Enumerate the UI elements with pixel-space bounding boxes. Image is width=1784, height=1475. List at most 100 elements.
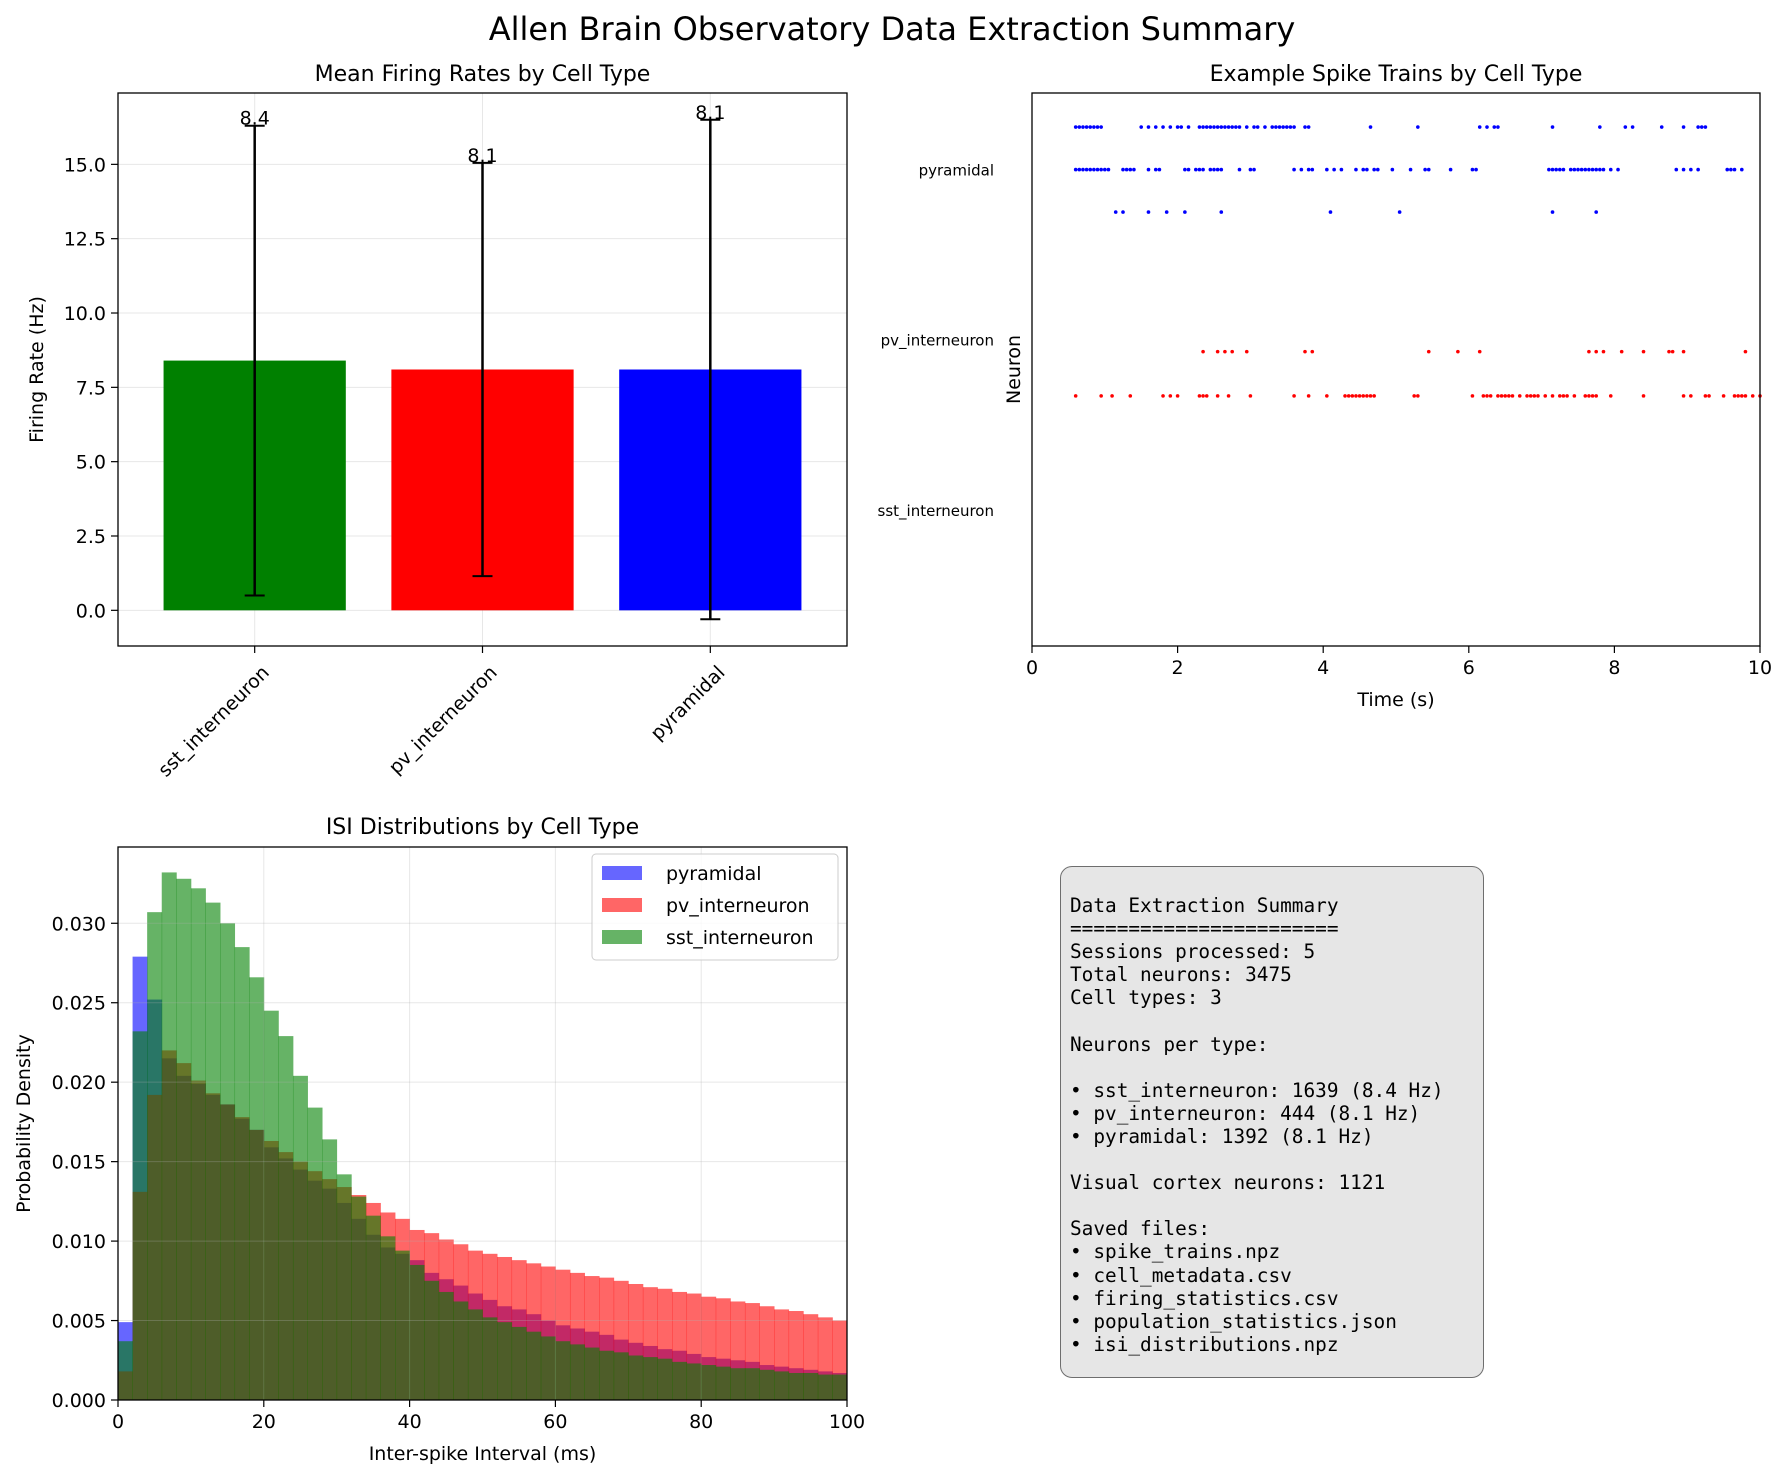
spike-pv_interneuron (1641, 394, 1646, 398)
summary-line: • population_statistics.json (1070, 1309, 1397, 1333)
spike-pv_interneuron (1681, 394, 1686, 398)
y-tick-label: pyramidal (919, 162, 994, 180)
histogram-bar-sst_interneuron (788, 1372, 804, 1400)
spike-pyramidal (1740, 167, 1744, 172)
spike-pyramidal (1423, 167, 1427, 172)
spike-pyramidal (1310, 167, 1315, 172)
histogram-bar-sst_interneuron (511, 1326, 527, 1400)
spike-pyramidal (1598, 125, 1602, 129)
spike-pv_interneuron (1343, 394, 1347, 398)
spike-pyramidal (1547, 167, 1551, 172)
histogram-bar-sst_interneuron (569, 1344, 585, 1400)
histogram-bar-sst_interneuron (628, 1355, 644, 1400)
spike-pv_interneuron (1750, 394, 1755, 398)
spike-pyramidal (1496, 125, 1500, 129)
summary-line: Cell types: 3 (1070, 986, 1222, 1010)
spike-pv_interneuron (1670, 349, 1675, 354)
spike-pv_interneuron (1346, 394, 1351, 398)
spike-pyramidal (1616, 167, 1620, 172)
spike-pv_interneuron (1426, 349, 1431, 354)
spike-pyramidal (1365, 167, 1369, 172)
spike-pyramidal (1237, 167, 1242, 172)
spike-pyramidal (1732, 167, 1737, 172)
spike-pyramidal (1153, 125, 1158, 129)
histogram-bar-sst_interneuron (642, 1357, 658, 1400)
spike-pv_interneuron (1201, 394, 1205, 398)
spike-pyramidal (1696, 167, 1700, 172)
spike-pyramidal (1492, 125, 1497, 129)
spike-pyramidal (1081, 167, 1085, 172)
spike-pyramidal (1219, 125, 1224, 129)
y-tick-label: 12.5 (64, 229, 106, 251)
spike-pyramidal (1164, 210, 1169, 214)
histogram-bar-sst_interneuron (380, 1236, 396, 1400)
chart-title: Example Spike Trains by Cell Type (1210, 62, 1583, 87)
bar-value-label: 8.4 (240, 108, 270, 130)
legend-swatch (602, 866, 642, 880)
spike-pv_interneuron (1496, 394, 1500, 398)
spike-pyramidal (1197, 125, 1202, 129)
spike-pv_interneuron (1354, 394, 1358, 398)
spike-pyramidal (1252, 167, 1256, 172)
spike-pyramidal (1208, 125, 1213, 129)
histogram-bar-sst_interneuron (526, 1331, 542, 1400)
legend-frame (591, 853, 839, 961)
legend-swatch (602, 898, 642, 912)
spike-pyramidal (1485, 125, 1489, 129)
y-tick-label: 0.025 (52, 993, 106, 1015)
spike-pyramidal (1237, 125, 1242, 129)
summary-line: Sessions processed: 5 (1070, 940, 1316, 964)
spike-pv_interneuron (1175, 394, 1180, 398)
spike-pyramidal (1146, 210, 1151, 214)
spike-pyramidal (1361, 167, 1366, 172)
spike-pyramidal (1113, 210, 1118, 214)
spike-pyramidal (1354, 167, 1358, 172)
spike-pyramidal (1328, 210, 1333, 214)
summary-line (1070, 1194, 1444, 1217)
spike-pv_interneuron (1528, 394, 1533, 398)
x-tick-label: 8 (1608, 657, 1620, 679)
histogram-bar-sst_interneuron (424, 1280, 440, 1400)
spike-pv_interneuron (1721, 394, 1726, 398)
y-tick-label: 0.015 (52, 1152, 106, 1174)
spike-pyramidal (1121, 167, 1125, 172)
spike-pyramidal (1073, 125, 1078, 129)
spike-pv_interneuron (1357, 394, 1362, 398)
spike-pyramidal (1303, 125, 1307, 129)
spike-pv_interneuron (1110, 394, 1114, 398)
spike-pv_interneuron (1099, 394, 1103, 398)
spike-pyramidal (1568, 167, 1573, 172)
x-axis-label: Inter-spike Interval (ms) (369, 1443, 597, 1465)
histogram-bar-sst_interneuron (467, 1309, 483, 1400)
histogram-bar-sst_interneuron (497, 1322, 513, 1400)
y-tick-label: 0.000 (52, 1390, 106, 1412)
spike-pyramidal (1183, 167, 1187, 172)
spike-pv_interneuron (1073, 394, 1078, 398)
spike-pv_interneuron (1740, 394, 1744, 398)
histogram-bar-sst_interneuron (409, 1264, 425, 1400)
y-tick-label: 0.020 (52, 1072, 106, 1094)
x-tick-label: pyramidal (646, 662, 729, 745)
x-tick-label: 60 (543, 1411, 567, 1433)
spike-pyramidal (1390, 167, 1395, 172)
spike-pv_interneuron (1248, 394, 1253, 398)
spike-pyramidal (1099, 125, 1103, 129)
y-axis-label: Probability Density (13, 1034, 35, 1213)
spike-pyramidal (1696, 125, 1700, 129)
spike-pyramidal (1084, 125, 1089, 129)
histogram-bar-sst_interneuron (672, 1361, 688, 1400)
summary-line: Saved files: (1070, 1217, 1211, 1241)
legend-label: pyramidal (666, 863, 762, 885)
histogram-bar-sst_interneuron (774, 1371, 790, 1400)
spike-pv_interneuron (1572, 394, 1577, 398)
spike-pyramidal (1103, 167, 1107, 172)
histogram-bar-sst_interneuron (249, 977, 265, 1400)
spike-pyramidal (1299, 167, 1304, 172)
histogram-bar-sst_interneuron (220, 923, 236, 1400)
y-axis-label: Neuron (1003, 335, 1025, 404)
spike-pyramidal (1132, 167, 1136, 172)
histogram-bar-sst_interneuron (613, 1352, 629, 1400)
spike-pyramidal (1095, 167, 1100, 172)
histogram-bar-sst_interneuron (744, 1368, 760, 1400)
spike-pv_interneuron (1303, 349, 1307, 354)
